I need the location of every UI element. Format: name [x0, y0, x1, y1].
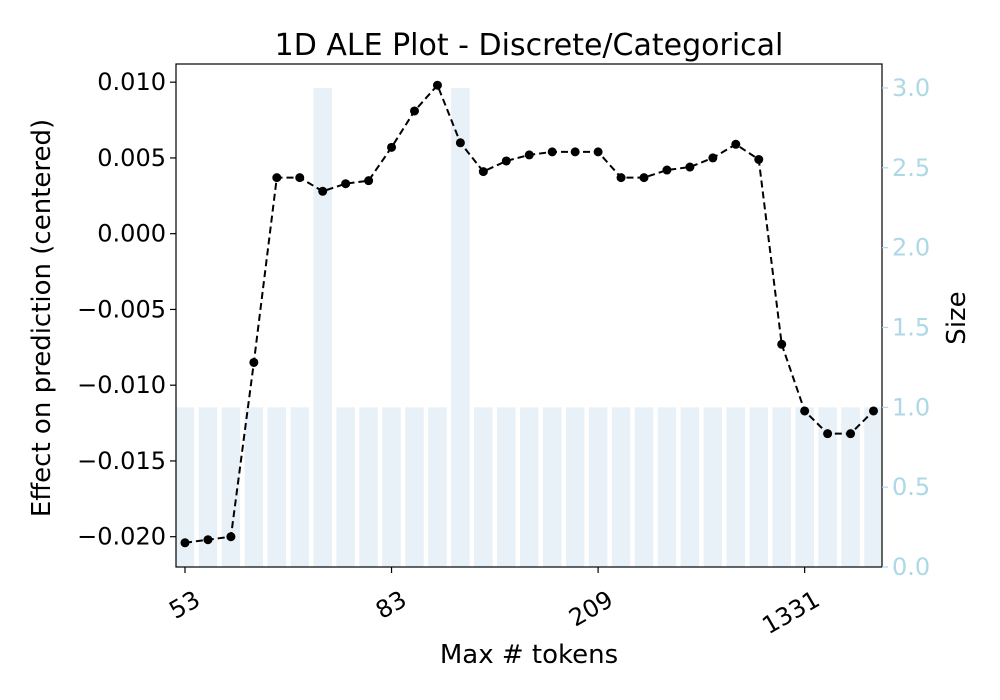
- size-bar: [749, 407, 768, 567]
- chart-title: 1D ALE Plot - Discrete/Categorical: [275, 28, 784, 63]
- size-bar: [611, 407, 631, 567]
- effect-point: [662, 165, 672, 175]
- effect-point: [754, 154, 764, 164]
- y-tick-label: −0.010: [77, 371, 166, 399]
- effect-point: [364, 176, 374, 186]
- y-tick-label: 0.010: [97, 68, 166, 96]
- effect-point: [570, 147, 580, 157]
- left-y-axis: 0.010 0.005 0.000 −0.005 −0.010 −0.015 −0.020: [77, 68, 176, 551]
- x-axis: 53 83 209 1331: [164, 567, 824, 640]
- y2-axis-title: Size: [942, 291, 972, 344]
- effect-point: [593, 147, 603, 157]
- right-y-axis: 0.0 0.5 1.0 1.5 2.0 2.5 3.0: [882, 74, 930, 581]
- size-bar: [565, 407, 585, 567]
- size-bar: [405, 407, 424, 567]
- size-bar: [176, 407, 195, 567]
- size-bar: [497, 407, 516, 567]
- effect-point: [272, 173, 282, 183]
- x-tick-label: 83: [371, 585, 411, 625]
- effect-point: [410, 106, 419, 116]
- size-bar: [841, 407, 860, 567]
- size-bar: [451, 87, 470, 567]
- size-bar: [428, 407, 447, 567]
- size-bars: [176, 87, 882, 567]
- effect-point: [547, 147, 557, 157]
- effect-point: [478, 167, 488, 177]
- x-axis-title: Max # tokens: [440, 640, 618, 670]
- effect-point: [180, 538, 190, 548]
- effect-point: [295, 173, 305, 183]
- y-tick-label: −0.015: [77, 447, 166, 475]
- y-tick-label: −0.005: [77, 295, 166, 323]
- effect-point: [616, 173, 626, 183]
- effect-point: [387, 142, 397, 152]
- size-bar: [520, 407, 539, 567]
- size-bar: [818, 407, 837, 567]
- y2-tick-label: 1.0: [892, 393, 930, 421]
- effect-point: [318, 186, 328, 196]
- size-bar: [198, 407, 218, 567]
- size-bar: [657, 407, 677, 567]
- effect-point: [731, 139, 741, 149]
- y2-tick-label: 0.5: [892, 473, 930, 501]
- y2-tick-label: 0.0: [892, 553, 930, 581]
- size-bar: [221, 407, 241, 567]
- size-bar: [336, 407, 355, 567]
- effect-point: [341, 179, 351, 189]
- size-bar: [680, 407, 700, 567]
- size-bar: [772, 407, 791, 567]
- x-tick-label: 1331: [758, 585, 825, 640]
- y-axis-title: Effect on prediction (centered): [27, 119, 57, 517]
- y2-tick-label: 1.5: [892, 313, 930, 341]
- effect-point: [455, 138, 465, 148]
- size-bar: [382, 407, 401, 567]
- size-bar: [313, 87, 332, 567]
- size-bar: [726, 407, 746, 567]
- effect-point: [846, 429, 856, 439]
- effect-point: [639, 173, 649, 183]
- effect-point: [708, 153, 718, 163]
- size-bar: [290, 407, 309, 567]
- size-bar: [588, 407, 608, 567]
- x-tick-label: 53: [164, 585, 204, 625]
- size-bar: [634, 407, 654, 567]
- y-tick-label: −0.020: [77, 523, 166, 551]
- effect-point: [800, 406, 810, 416]
- y-tick-label: 0.000: [97, 220, 166, 248]
- effect-point: [524, 150, 534, 160]
- size-bar: [474, 407, 493, 567]
- size-bar: [267, 407, 287, 567]
- effect-point: [823, 429, 833, 439]
- y-tick-label: 0.005: [97, 144, 166, 172]
- size-bar: [795, 407, 814, 567]
- effect-point: [226, 532, 236, 542]
- x-tick-label: 209: [564, 585, 618, 632]
- effect-line: [180, 80, 878, 548]
- y2-tick-label: 3.0: [892, 74, 930, 102]
- effect-point: [777, 339, 787, 349]
- effect-point: [869, 406, 878, 416]
- y2-tick-label: 2.5: [892, 154, 930, 182]
- effect-point: [249, 357, 259, 367]
- size-bar: [542, 407, 562, 567]
- size-bar: [244, 407, 264, 567]
- effect-point: [203, 535, 213, 545]
- y2-tick-label: 2.0: [892, 234, 930, 262]
- effect-point: [501, 156, 511, 166]
- effect-point: [685, 162, 695, 172]
- size-bar: [359, 407, 378, 567]
- plot-frame: [175, 63, 883, 568]
- effect-point: [432, 80, 442, 90]
- size-bar: [703, 407, 723, 567]
- size-bar: [864, 407, 882, 567]
